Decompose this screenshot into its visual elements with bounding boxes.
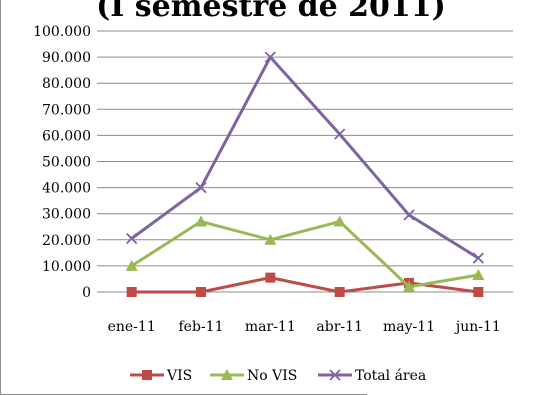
y-tick-label: 80.000 bbox=[42, 76, 91, 92]
y-tick-label: 40.000 bbox=[42, 181, 91, 197]
legend-marker-no-vis bbox=[221, 369, 233, 380]
x-tick-label: jun-11 bbox=[454, 319, 501, 335]
y-tick-label: 10.000 bbox=[42, 259, 91, 275]
legend-label-total-rea: Total área bbox=[355, 368, 426, 384]
x-tick-label: may-11 bbox=[383, 319, 435, 335]
y-axis-ticks: 0 10.000 20.000 30.000 40.000 50.000 60.000 70.… bbox=[33, 24, 91, 301]
x-axis-ticks: ene-11 feb-11 mar-11 abr-11 may-11 jun-11 bbox=[108, 319, 501, 335]
data-point-total-rea bbox=[334, 128, 346, 140]
data-point-no-vis bbox=[333, 215, 346, 227]
data-point-no-vis bbox=[264, 233, 277, 245]
y-tick-label: 100.000 bbox=[33, 24, 91, 40]
x-tick-label: abr-11 bbox=[316, 319, 363, 335]
y-tick-label: 20.000 bbox=[42, 233, 91, 249]
data-point-total-rea bbox=[403, 209, 415, 221]
data-point-vis bbox=[473, 287, 484, 297]
data-point-total-rea bbox=[472, 252, 484, 264]
data-point-total-rea bbox=[195, 181, 207, 194]
y-tick-label: 70.000 bbox=[42, 102, 91, 118]
y-tick-label: 30.000 bbox=[42, 207, 91, 223]
data-point-total-rea bbox=[126, 232, 138, 245]
data-point-total-rea bbox=[264, 51, 276, 63]
data-point-no-vis bbox=[195, 215, 207, 227]
data-point-no-vis bbox=[403, 280, 415, 292]
data-point-no-vis bbox=[472, 269, 485, 281]
data-point-vis bbox=[334, 287, 345, 297]
x-tick-label: ene-11 bbox=[108, 319, 156, 335]
series-layer bbox=[125, 51, 485, 297]
data-point-no-vis bbox=[125, 259, 138, 271]
legend-marker-total-rea bbox=[329, 369, 341, 381]
y-tick-label: 50.000 bbox=[42, 155, 91, 171]
x-tick-label: mar-11 bbox=[245, 319, 296, 335]
data-point-vis bbox=[196, 287, 206, 297]
legend-label-no-vis: No VIS bbox=[247, 368, 297, 384]
y-tick-label: 90.000 bbox=[42, 50, 91, 66]
y-tick-label: 60.000 bbox=[42, 128, 91, 144]
legend-marker-vis bbox=[142, 370, 152, 380]
data-point-vis bbox=[265, 272, 276, 283]
x-tick-label: feb-11 bbox=[179, 319, 224, 335]
legend: VIS No VIS Total área bbox=[130, 368, 426, 384]
data-point-vis bbox=[126, 287, 137, 297]
chart-title: (I semestre de 2011) bbox=[96, 0, 446, 24]
y-tick-label: 0 bbox=[82, 285, 91, 301]
series-line-total-rea bbox=[130, 55, 480, 260]
series-line-no-vis bbox=[130, 220, 479, 289]
legend-label-vis: VIS bbox=[166, 368, 192, 384]
